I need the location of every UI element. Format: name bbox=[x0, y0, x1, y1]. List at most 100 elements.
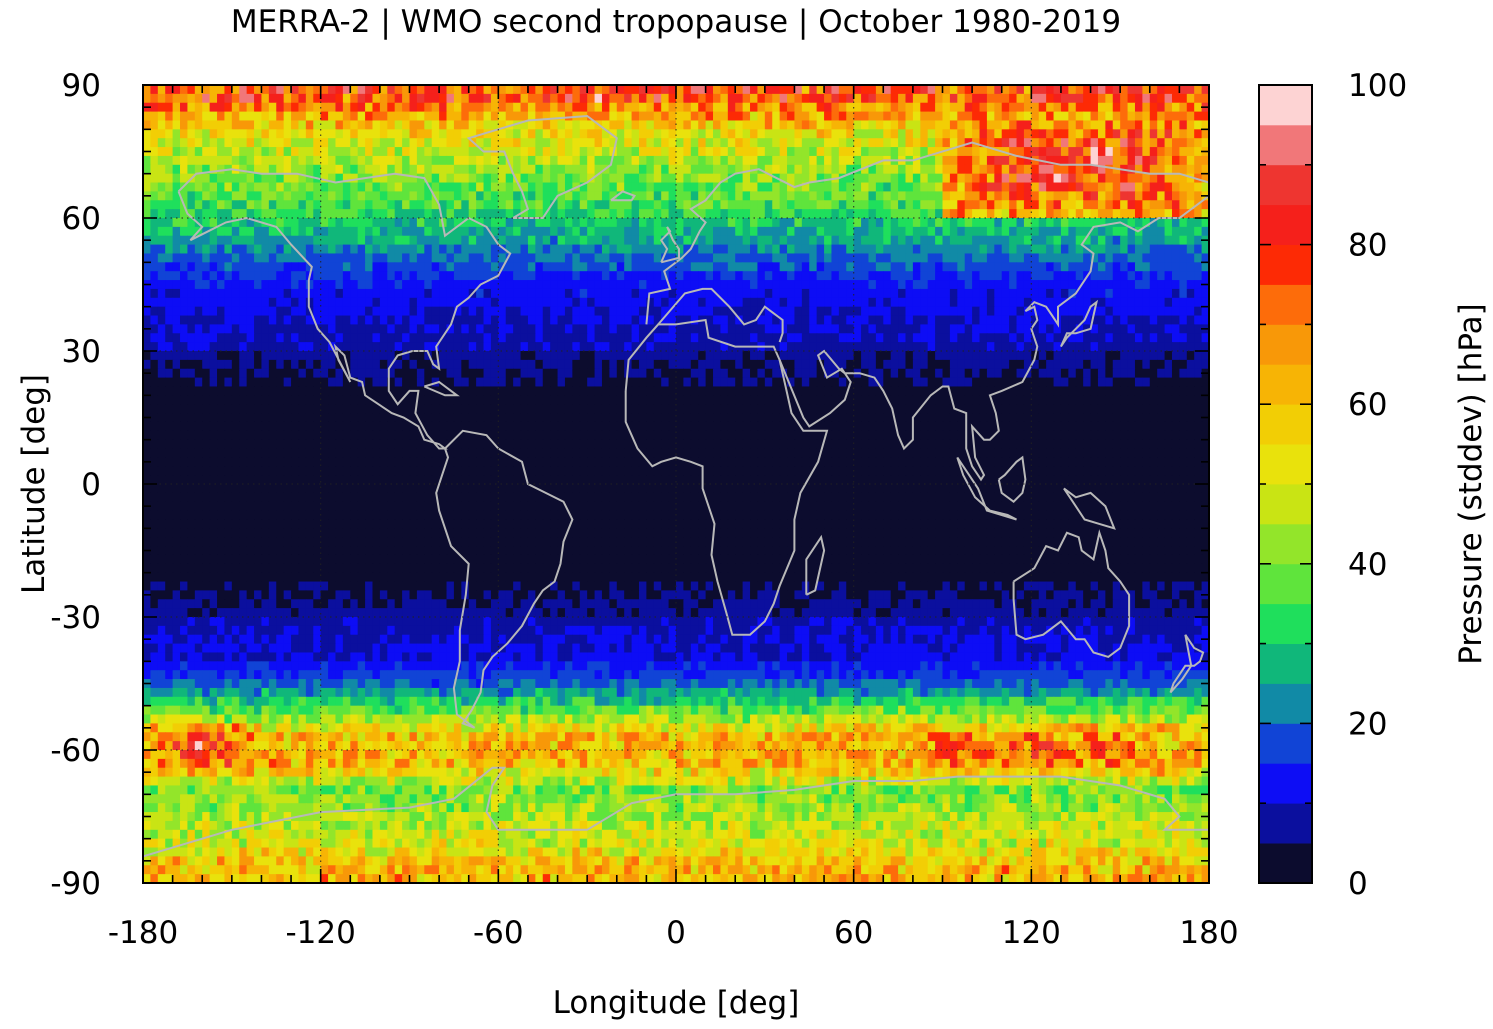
heatmap-cell bbox=[705, 164, 714, 175]
heatmap-cell bbox=[935, 182, 944, 192]
heatmap-cell bbox=[927, 173, 936, 184]
heatmap-cell bbox=[194, 244, 203, 255]
heatmap-cell bbox=[1157, 315, 1166, 325]
heatmap-cell bbox=[550, 271, 559, 281]
heatmap-cell bbox=[1134, 93, 1143, 104]
heatmap-cell bbox=[890, 359, 899, 370]
heatmap-cell bbox=[1001, 244, 1010, 255]
heatmap-cell bbox=[298, 377, 307, 388]
heatmap-cell bbox=[1105, 93, 1114, 104]
heatmap-cell bbox=[587, 297, 596, 308]
heatmap-cell bbox=[564, 262, 573, 272]
heatmap-cell bbox=[328, 164, 337, 175]
heatmap-cell bbox=[972, 297, 981, 308]
heatmap-cell bbox=[801, 253, 810, 263]
heatmap-cell bbox=[1001, 209, 1010, 219]
heatmap-cell bbox=[727, 315, 736, 325]
heatmap-cell bbox=[824, 182, 833, 192]
heatmap-cell bbox=[520, 235, 529, 246]
heatmap-cell bbox=[1142, 280, 1151, 290]
heatmap-cell bbox=[1179, 93, 1188, 104]
heatmap-cell bbox=[202, 200, 211, 210]
heatmap-cell bbox=[912, 200, 921, 210]
heatmap-cell bbox=[861, 111, 870, 122]
heatmap-cell bbox=[1001, 333, 1010, 343]
heatmap-cell bbox=[461, 386, 470, 396]
heatmap-cell bbox=[750, 280, 759, 290]
heatmap-cell bbox=[498, 93, 507, 104]
heatmap-cell bbox=[372, 235, 381, 246]
heatmap-cell bbox=[750, 235, 759, 246]
heatmap-cell bbox=[979, 288, 988, 299]
heatmap-cell bbox=[505, 262, 514, 272]
heatmap-cell bbox=[1009, 200, 1018, 210]
heatmap-cell bbox=[809, 209, 818, 219]
heatmap-cell bbox=[727, 129, 736, 139]
heatmap-cell bbox=[261, 359, 270, 370]
heatmap-cell bbox=[335, 218, 344, 228]
heatmap-cell bbox=[831, 262, 840, 272]
heatmap-cell bbox=[594, 155, 603, 166]
heatmap-cell bbox=[1164, 271, 1173, 281]
heatmap-cell bbox=[772, 306, 781, 317]
heatmap-cell bbox=[483, 315, 492, 325]
heatmap-cell bbox=[313, 288, 322, 299]
heatmap-cell bbox=[416, 280, 425, 290]
heatmap-cell bbox=[1038, 253, 1047, 263]
heatmap-cell bbox=[291, 253, 300, 263]
heatmap-cell bbox=[542, 271, 551, 281]
heatmap-cell bbox=[194, 235, 203, 246]
heatmap-cell bbox=[194, 377, 203, 388]
heatmap-cell bbox=[350, 262, 359, 272]
heatmap-cell bbox=[713, 377, 722, 388]
heatmap-cell bbox=[557, 342, 566, 352]
heatmap-cell bbox=[587, 315, 596, 325]
heatmap-cell bbox=[165, 342, 174, 352]
heatmap-cell bbox=[801, 342, 810, 352]
heatmap-cell bbox=[505, 102, 514, 113]
heatmap-cell bbox=[402, 209, 411, 219]
heatmap-cell bbox=[809, 253, 818, 263]
heatmap-cell bbox=[498, 271, 507, 281]
heatmap-cell bbox=[868, 280, 877, 290]
heatmap-cell bbox=[209, 280, 218, 290]
heatmap-cell bbox=[483, 209, 492, 219]
heatmap-cell bbox=[579, 85, 588, 95]
heatmap-cell bbox=[1068, 209, 1077, 219]
heatmap-cell bbox=[217, 333, 226, 343]
heatmap-cell bbox=[853, 315, 862, 325]
heatmap-cell bbox=[527, 351, 536, 361]
heatmap-cell bbox=[994, 324, 1003, 334]
heatmap-cell bbox=[638, 164, 647, 175]
heatmap-cell bbox=[779, 173, 788, 184]
heatmap-cell bbox=[661, 85, 670, 95]
heatmap-cell bbox=[935, 333, 944, 343]
heatmap-cell bbox=[616, 280, 625, 290]
heatmap-cell bbox=[387, 253, 396, 263]
heatmap-cell bbox=[187, 359, 196, 370]
heatmap-cell bbox=[357, 200, 366, 210]
heatmap-cell bbox=[964, 271, 973, 281]
heatmap-cell bbox=[453, 218, 462, 228]
heatmap-cell bbox=[846, 209, 855, 219]
heatmap-cell bbox=[809, 93, 818, 104]
heatmap-cell bbox=[550, 377, 559, 388]
heatmap-cell bbox=[387, 271, 396, 281]
heatmap-cell bbox=[490, 253, 499, 263]
heatmap-cell bbox=[180, 164, 189, 175]
heatmap-cell bbox=[557, 280, 566, 290]
heatmap-cell bbox=[527, 342, 536, 352]
heatmap-cell bbox=[757, 359, 766, 370]
heatmap-cell bbox=[542, 377, 551, 388]
heatmap-cell bbox=[157, 155, 166, 166]
heatmap-cell bbox=[335, 129, 344, 139]
heatmap-cell bbox=[986, 209, 995, 219]
heatmap-cell bbox=[846, 253, 855, 263]
heatmap-cell bbox=[713, 368, 722, 379]
heatmap-cell bbox=[209, 191, 218, 201]
heatmap-cell bbox=[431, 235, 440, 246]
heatmap-cell bbox=[1097, 306, 1106, 317]
heatmap-cell bbox=[276, 191, 285, 201]
heatmap-cell bbox=[846, 306, 855, 317]
heatmap-cell bbox=[727, 147, 736, 157]
